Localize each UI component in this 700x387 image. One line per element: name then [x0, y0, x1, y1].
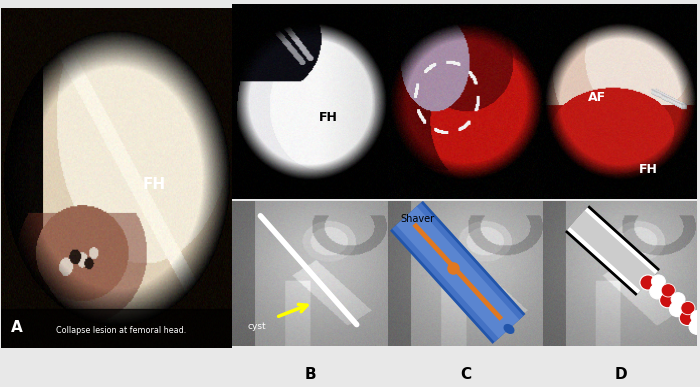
- Text: cyst: cyst: [248, 322, 267, 330]
- Text: D: D: [615, 367, 627, 382]
- Text: FH: FH: [142, 177, 165, 192]
- Circle shape: [659, 293, 676, 308]
- Text: A: A: [10, 320, 22, 335]
- Ellipse shape: [504, 325, 514, 333]
- Circle shape: [640, 275, 656, 290]
- Bar: [1, 309, 232, 348]
- Circle shape: [651, 275, 666, 288]
- Circle shape: [669, 301, 685, 317]
- Text: B: B: [304, 367, 316, 382]
- Text: FH: FH: [319, 111, 338, 124]
- Circle shape: [671, 293, 685, 306]
- Circle shape: [691, 310, 700, 324]
- Circle shape: [662, 284, 676, 297]
- Circle shape: [689, 319, 700, 334]
- Text: AF: AF: [588, 91, 606, 104]
- Circle shape: [681, 301, 695, 315]
- Circle shape: [699, 328, 700, 343]
- Text: C: C: [460, 367, 471, 382]
- Circle shape: [679, 310, 695, 325]
- Text: Shaver: Shaver: [400, 214, 435, 224]
- Text: Collapse lesion at femoral head.: Collapse lesion at femoral head.: [57, 326, 187, 335]
- Circle shape: [650, 284, 666, 299]
- Text: FH: FH: [638, 163, 657, 176]
